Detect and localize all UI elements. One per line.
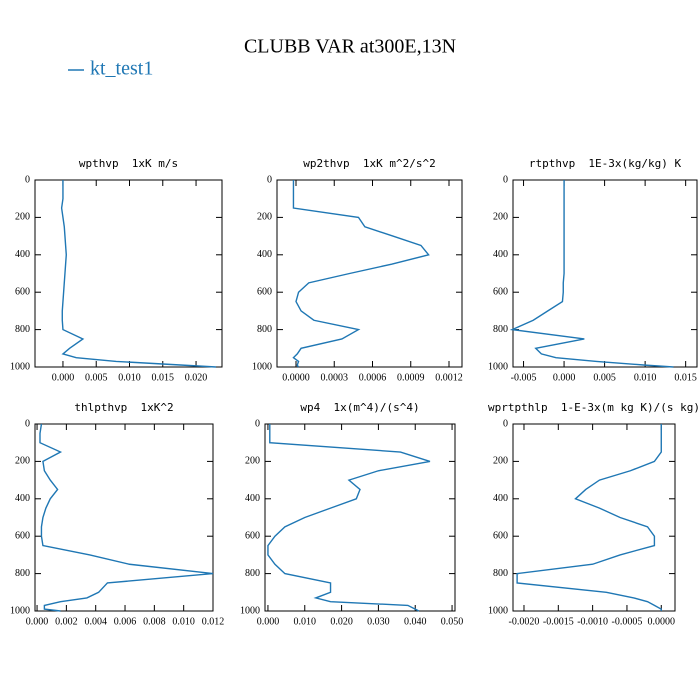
y-tick-label: 0 [255,418,260,429]
y-tick-label: 1000 [488,605,508,616]
x-tick-label: 0.0012 [435,372,463,383]
y-tick-label: 600 [15,530,30,541]
y-tick-label: 200 [493,456,508,467]
plot-frame [512,423,676,612]
y-tick-label: 800 [15,324,30,335]
legend-label: kt_test1 [90,58,153,80]
y-tick-label: 0 [25,418,30,429]
x-tick-label: -0.0005 [612,616,643,627]
y-tick-label: 400 [15,249,30,260]
x-tick-label: 0.000 [26,616,49,627]
y-tick-label: 1000 [10,361,30,372]
x-tick-label: 0.008 [143,616,166,627]
x-tick-label: 0.010 [634,372,657,383]
y-tick-label: 200 [15,456,30,467]
x-tick-label: 0.050 [441,616,464,627]
y-tick-label: 400 [245,493,260,504]
y-tick-label: 0 [503,174,508,185]
x-tick-label: 0.010 [118,372,141,383]
y-tick-label: 200 [493,212,508,223]
panel-title: rtpthvp 1E-3x(kg/kg) K [529,157,682,170]
x-tick-label: 0.002 [55,616,78,627]
data-line [292,180,430,368]
x-tick-label: 0.006 [114,616,137,627]
figure-title: CLUBB VAR at300E,13N [244,36,456,58]
x-tick-label: -0.0020 [509,616,540,627]
y-tick-label: 800 [493,324,508,335]
x-tick-label: 0.005 [593,372,616,383]
x-tick-label: 0.030 [367,616,390,627]
data-line [516,424,662,611]
x-tick-label: 0.020 [330,616,353,627]
x-tick-label: 0.004 [84,616,107,627]
x-tick-label: 0.012 [202,616,225,627]
x-tick-label: 0.015 [674,372,697,383]
x-tick-label: 0.0003 [320,372,348,383]
plot-frame [34,423,214,612]
y-tick-label: 200 [257,212,272,223]
plot-frame [512,179,698,368]
y-tick-label: 800 [257,324,272,335]
panel-title: wpthvp 1xK m/s [79,157,178,170]
y-tick-label: 600 [245,530,260,541]
x-tick-label: 0.005 [85,372,108,383]
plot-frame [264,423,456,612]
x-tick-label: 0.0006 [359,372,387,383]
y-tick-label: 800 [15,568,30,579]
y-tick-label: 0 [503,418,508,429]
x-tick-label: -0.0010 [577,616,608,627]
panel-title: thlpthvp 1xK^2 [74,401,173,414]
y-tick-label: 0 [267,174,272,185]
x-tick-label: 0.000 [553,372,576,383]
x-tick-label: 0.010 [172,616,195,627]
y-tick-label: 800 [493,568,508,579]
y-tick-label: 800 [245,568,260,579]
y-tick-label: 600 [493,286,508,297]
x-tick-label: 0.015 [152,372,175,383]
plot-frame [34,179,223,368]
data-line [39,423,214,612]
plot-frame [276,179,463,368]
data-line [267,424,431,612]
data-line [509,180,674,368]
y-tick-label: 1000 [10,605,30,616]
y-tick-label: 200 [245,456,260,467]
x-tick-label: 0.0000 [648,616,676,627]
y-tick-label: 600 [493,530,508,541]
y-tick-label: 400 [257,249,272,260]
x-tick-label: 0.000 [257,616,280,627]
y-tick-label: 600 [257,286,272,297]
panel-title: wp4 1x(m^4)/(s^4) [300,401,419,414]
y-tick-label: 1000 [488,361,508,372]
y-tick-label: 400 [493,249,508,260]
data-line [60,180,217,368]
panel-title: wp2thvp 1xK m^2/s^2 [303,157,435,170]
y-tick-label: 200 [15,212,30,223]
x-tick-label: 0.010 [294,616,317,627]
y-tick-label: 1000 [240,605,260,616]
y-tick-label: 400 [15,493,30,504]
x-tick-label: 0.000 [52,372,75,383]
y-tick-label: 600 [15,286,30,297]
y-tick-label: 400 [493,493,508,504]
y-tick-label: 1000 [252,361,272,372]
x-tick-label: -0.005 [511,372,537,383]
panel-title: wprtpthlp 1-E-3x(m kg K)/(s kg) [488,401,700,414]
x-tick-label: 0.0000 [282,372,310,383]
y-tick-label: 0 [25,174,30,185]
x-tick-label: 0.040 [404,616,427,627]
x-tick-label: -0.0015 [543,616,574,627]
x-tick-label: 0.0009 [397,372,425,383]
x-tick-label: 0.020 [185,372,208,383]
